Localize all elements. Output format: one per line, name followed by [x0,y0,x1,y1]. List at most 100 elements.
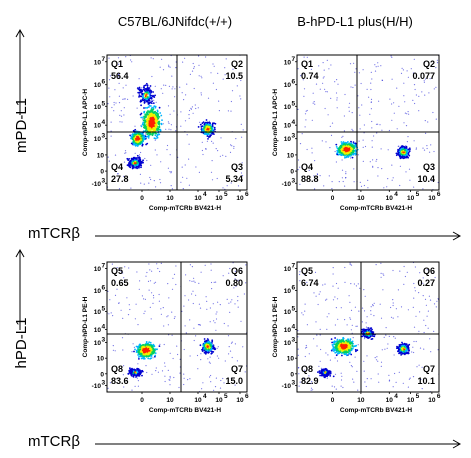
event-dot [155,367,157,369]
event-dot [143,183,145,185]
event-dot [400,306,403,308]
event-dot [160,114,163,117]
event-dot [343,151,346,154]
event-dot [138,349,141,352]
event-dot [182,188,184,190]
event-dot [433,150,435,153]
event-dot [140,355,142,357]
event-dot [371,146,373,148]
event-dot [169,379,171,381]
event-dot [114,89,116,91]
event-dot [132,129,135,132]
event-dot [146,107,149,109]
event-dot [112,349,114,351]
event-dot [414,102,416,105]
event-dot [143,312,145,315]
event-dot [348,110,350,112]
event-dot [160,161,162,163]
event-dot [323,185,325,187]
event-dot [118,102,121,104]
event-dot [334,373,337,375]
event-dot [218,110,220,112]
event-dot [145,348,148,350]
event-dot [419,272,421,274]
event-dot [339,153,342,156]
event-dot [167,167,169,169]
event-dot [412,99,414,101]
event-dot [144,349,146,351]
event-dot [319,175,321,177]
event-dot [132,95,134,97]
event-dot [334,357,336,359]
event-dot [139,373,142,376]
event-dot [245,282,247,284]
event-dot [145,275,147,277]
event-dot [348,106,350,108]
event-dot [437,298,439,300]
event-dot [363,360,365,362]
event-dot [404,101,406,103]
event-dot [170,172,172,174]
event-dot [407,309,409,311]
event-dot [204,264,206,266]
event-dot [209,362,211,364]
x-tick-label: 0 [140,195,144,202]
event-dot [134,385,136,387]
event-dot [433,303,436,305]
event-dot [403,122,405,124]
event-dot [352,145,355,147]
event-dot [137,368,140,370]
event-dot [149,269,151,271]
event-dot [149,114,151,117]
event-dot [361,321,363,323]
event-dot [418,364,420,366]
event-dot [243,293,245,295]
event-dot [153,105,156,108]
event-dot [336,153,339,156]
event-dot [375,264,377,266]
event-dot [241,136,243,138]
event-dot [136,271,138,273]
event-dot [131,137,134,140]
event-dot [413,58,415,60]
event-dot [431,180,433,182]
event-dot [370,378,372,380]
event-dot [401,155,404,158]
event-dot [196,354,199,357]
event-dot [160,123,163,126]
event-dot [318,65,320,67]
event-dot [394,372,396,375]
event-dot [128,158,131,160]
event-dot [434,276,436,279]
event-dot [405,145,408,148]
event-dot [209,134,212,137]
event-dot [370,82,372,84]
event-dot [362,69,364,71]
y-tick-label: 10 [284,59,292,66]
event-dot [406,271,408,273]
event-dot [152,111,155,114]
event-dot [164,362,166,364]
event-dot [132,376,135,378]
event-dot [162,69,165,71]
event-dot [343,115,345,117]
event-dot [116,288,118,290]
event-dot [173,317,175,319]
event-dot [140,166,142,169]
x-tick-exponent: 6 [437,191,441,198]
event-dot [232,68,234,70]
event-dot [117,173,119,175]
event-dot [375,359,378,361]
event-dot [358,140,360,142]
event-dot [405,171,407,173]
event-dot [161,119,163,121]
event-dot [366,316,368,318]
event-dot [149,127,152,129]
event-dot [192,290,194,292]
quadrant-name: Q3 [423,162,435,172]
event-dot [412,376,415,378]
event-dot [420,378,422,380]
event-dot [224,67,226,69]
event-dot [206,135,209,138]
event-dot [156,263,158,265]
